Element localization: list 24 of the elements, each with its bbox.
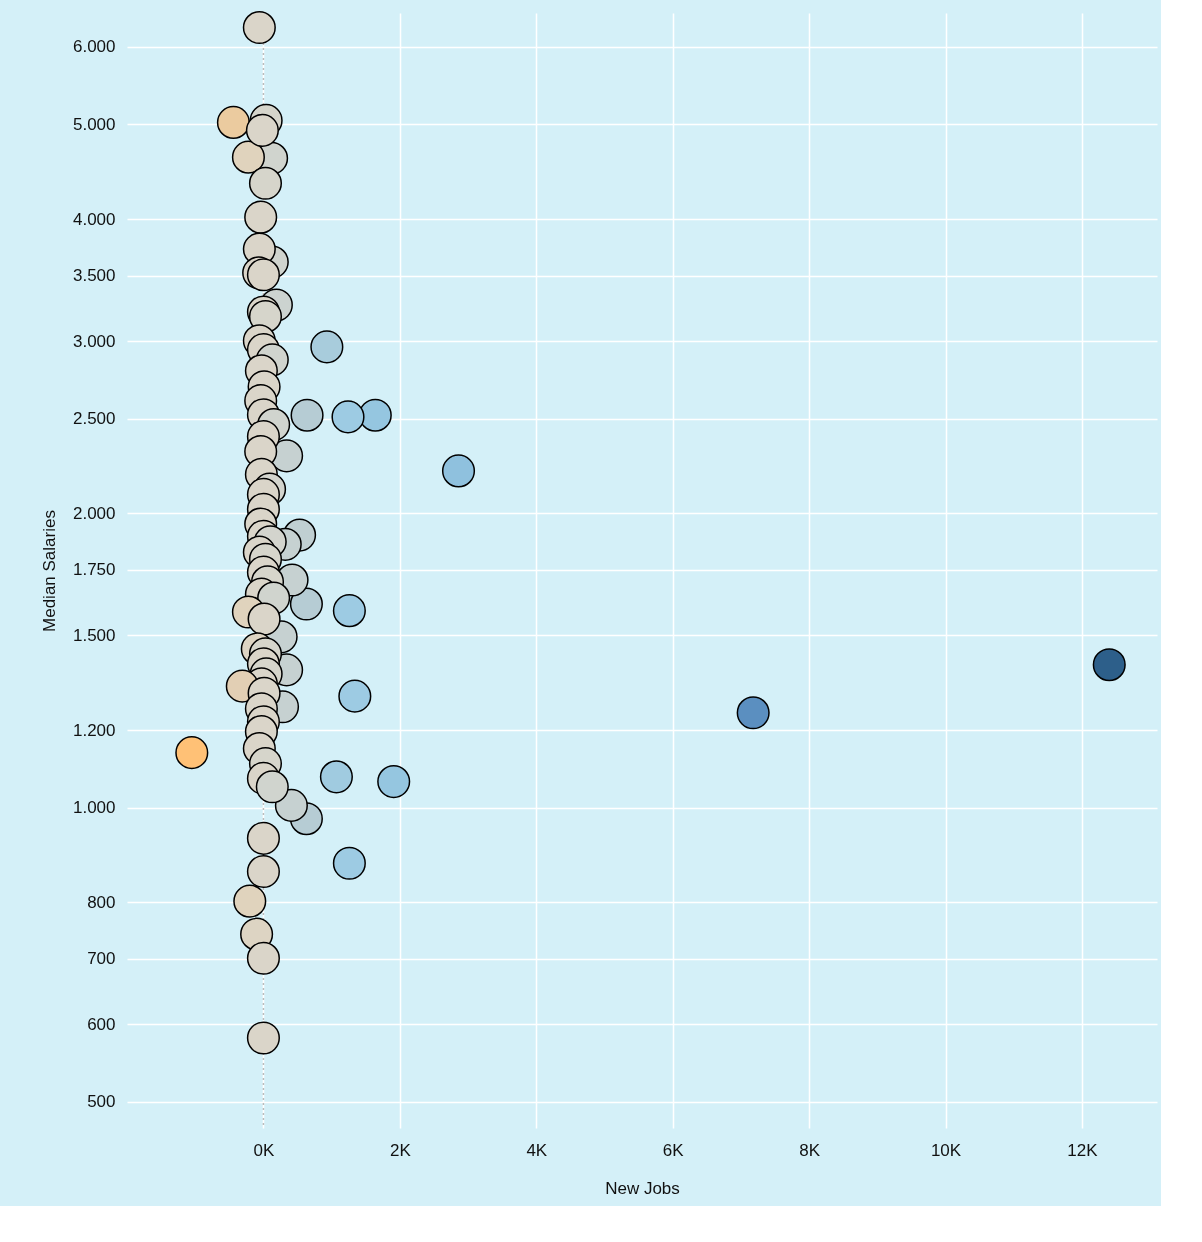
x-tick-label: 12K: [1067, 1140, 1099, 1160]
x-tick-label: 4K: [526, 1140, 548, 1160]
x-tick-label: 0K: [253, 1140, 275, 1160]
y-tick-label: 500: [87, 1092, 116, 1112]
y-tick-label: 3.000: [72, 331, 116, 351]
y-tick-label: 2.000: [72, 503, 116, 523]
y-tick-label: 1.000: [72, 798, 116, 818]
y-axis-title: Median Salaries: [39, 510, 59, 632]
y-tick-label: 4.000: [72, 209, 116, 229]
y-tick-label: 800: [87, 892, 116, 912]
y-tick-label: 6.000: [72, 37, 116, 57]
y-tick-label: 1.500: [72, 625, 116, 645]
y-tick-label: 600: [87, 1014, 116, 1034]
x-tick-label: 10K: [930, 1140, 962, 1160]
x-tick-label: 6K: [662, 1140, 685, 1160]
y-tick-label: 5.000: [72, 114, 116, 134]
y-tick-label: 700: [87, 949, 116, 969]
x-axis-title: New Jobs: [605, 1178, 680, 1198]
y-tick-label: 2.500: [72, 409, 116, 429]
y-tick-label: 1.200: [72, 720, 116, 740]
x-tick-label: 2K: [389, 1140, 412, 1160]
y-tick-label: 1.750: [72, 560, 116, 580]
y-tick-label: 3.500: [72, 266, 116, 286]
x-tick-label: 8K: [799, 1140, 821, 1160]
